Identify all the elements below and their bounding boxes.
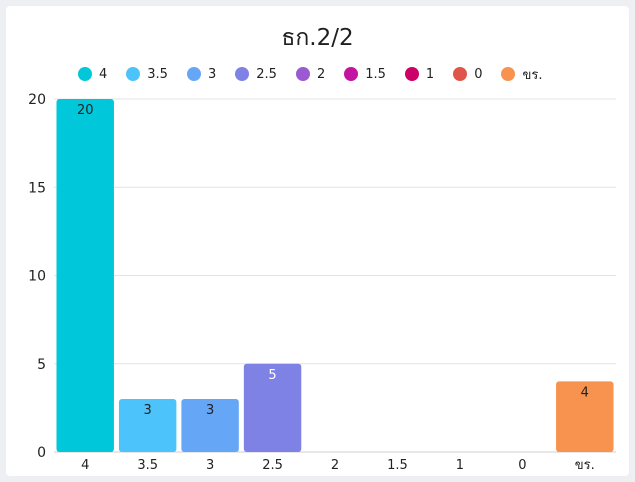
legend-item[interactable]: 0 (453, 67, 482, 82)
data-label: 3 (206, 403, 214, 418)
data-label: 20 (77, 103, 94, 118)
legend-item[interactable]: 3 (186, 66, 217, 82)
data-label: 3 (144, 403, 152, 418)
x-tick-label: 1 (456, 458, 464, 473)
legend-swatch (501, 67, 516, 81)
bar (56, 99, 114, 452)
legend-label: 1 (425, 66, 435, 82)
y-tick-label: 10 (28, 269, 46, 285)
data-label: 4 (581, 385, 589, 400)
legend-label: 3 (207, 66, 217, 82)
y-tick-label: 0 (37, 445, 46, 461)
x-tick-label: 1.5 (387, 458, 408, 473)
legend-label: 2 (316, 66, 326, 82)
y-tick-label: 15 (28, 180, 46, 196)
legend-swatch (295, 67, 310, 81)
legend-swatch (78, 67, 92, 81)
x-tick-label: 3 (206, 458, 214, 473)
legend-swatch (186, 67, 201, 81)
x-tick-label: 3.5 (137, 458, 158, 473)
bar (118, 399, 177, 452)
legend-swatch (453, 67, 468, 81)
legend-swatch (344, 67, 359, 81)
legend-swatch (404, 67, 419, 81)
legend-swatch (235, 67, 250, 81)
x-tick-label: ขร. (575, 458, 595, 473)
bar (556, 381, 614, 452)
legend-label: 3.5 (147, 66, 168, 82)
legend-item[interactable]: ขร. (501, 64, 542, 85)
y-tick-label: 20 (28, 92, 46, 108)
legend-label: ขร. (522, 67, 543, 83)
x-tick-label: 0 (518, 458, 526, 473)
x-tick-label: 2.5 (262, 458, 283, 473)
x-tick-label: 4 (81, 458, 89, 473)
legend-label: 1.5 (365, 66, 386, 82)
legend-label: 0 (474, 66, 483, 82)
legend-swatch (126, 67, 141, 81)
x-tick-label: 2 (331, 458, 339, 473)
legend-item[interactable]: 1 (404, 66, 435, 82)
data-label: 5 (268, 368, 276, 383)
legend-label: 2.5 (256, 66, 277, 82)
chart-legend: 4 3.5 3 2.5 2 1.5 1 0 ขร. (78, 64, 542, 84)
legend-label: 4 (99, 66, 108, 82)
y-tick-label: 5 (37, 357, 46, 373)
legend-item[interactable]: 3.5 (126, 67, 168, 82)
legend-item[interactable]: 2.5 (235, 67, 277, 82)
bar (243, 363, 302, 452)
bar (181, 399, 239, 452)
legend-item[interactable]: 1.5 (344, 67, 386, 82)
chart-title: ธก.2/2 (281, 25, 354, 51)
legend-item[interactable]: 2 (295, 66, 326, 82)
legend-item[interactable]: 4 (78, 67, 107, 82)
